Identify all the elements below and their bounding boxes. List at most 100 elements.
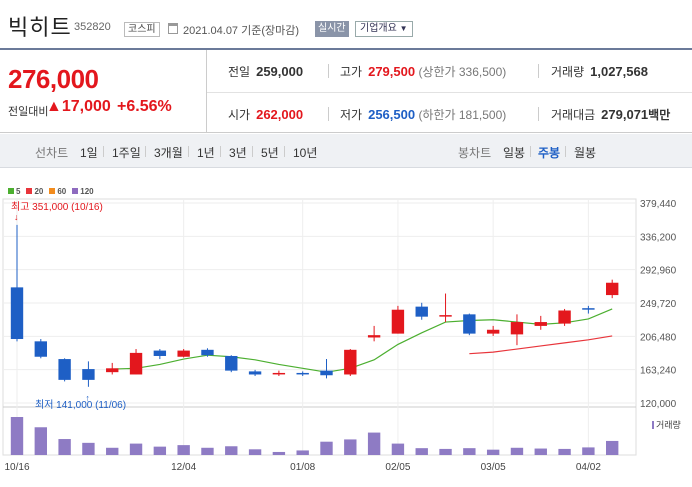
low-arrow-icon: ↑ xyxy=(85,393,90,403)
period-3m[interactable]: 3개월 xyxy=(154,146,183,160)
y-tick-label: 206,480 xyxy=(640,332,677,343)
volume-bar xyxy=(58,439,71,455)
candle-body xyxy=(320,370,333,376)
volume-bar xyxy=(463,448,476,455)
volume-bar xyxy=(177,445,190,455)
volume-bar xyxy=(320,441,333,455)
candle-body xyxy=(606,282,619,296)
line-chart-label: 선차트 xyxy=(35,146,69,160)
candle-body xyxy=(82,369,95,380)
low-annotation: 최저 141,000 (11/06) xyxy=(35,399,126,411)
candle-body xyxy=(225,355,238,371)
candle-body xyxy=(34,341,47,357)
candle-body xyxy=(344,349,357,375)
period-selector: 선차트 1일 1주일 3개월 1년 3년 5년 10년 봉차트 일봉 주봉 월봉 xyxy=(0,134,692,168)
volume: 거래량 1,027,568 xyxy=(551,64,648,79)
candle-body xyxy=(486,329,500,334)
x-tick-label: 02/05 xyxy=(385,462,410,473)
volume-bar xyxy=(606,440,619,455)
trade-amount: 거래대금 279,071백만 xyxy=(551,107,671,122)
volume-bar xyxy=(558,448,571,455)
volume-bar xyxy=(415,448,428,455)
candle-body xyxy=(129,352,143,375)
high-arrow-icon: ↓ xyxy=(14,212,19,222)
candle-body xyxy=(463,314,476,334)
candle-body xyxy=(296,372,309,375)
base-date: 2021.04.07 기준(장마감) xyxy=(183,25,300,37)
company-info-button[interactable]: 기업개요 ▼ xyxy=(355,21,413,37)
candle-body xyxy=(153,350,167,356)
volume-bar xyxy=(510,447,524,455)
period-1y[interactable]: 1년 xyxy=(197,146,215,160)
chevron-down-icon: ▼ xyxy=(399,24,408,33)
current-price: 276,000 xyxy=(8,64,99,94)
candle-daily[interactable]: 일봉 xyxy=(503,146,526,160)
change-label: 전일대비 xyxy=(8,106,49,118)
period-3y[interactable]: 3년 xyxy=(229,146,247,160)
candle-body xyxy=(106,368,119,373)
volume-bar xyxy=(344,439,357,455)
summary-row-divider xyxy=(207,92,692,93)
candle-body xyxy=(201,349,214,356)
high-annotation: 최고 351,000 (10/16) xyxy=(11,201,103,213)
legend-ma60: 60 xyxy=(49,187,66,196)
company-info-label: 기업개요 xyxy=(360,23,397,34)
high-price: 고가 279,500 (상한가 336,500) xyxy=(340,64,507,79)
candle-body xyxy=(10,287,24,340)
prev-close: 전일 259,000 xyxy=(228,64,304,79)
period-10y[interactable]: 10년 xyxy=(293,146,318,160)
volume-legend-swatch xyxy=(652,421,654,429)
x-tick-label: 10/16 xyxy=(4,462,29,473)
x-tick-label: 12/04 xyxy=(171,462,196,473)
realtime-button[interactable]: 실시간 xyxy=(315,21,349,37)
volume-bar xyxy=(391,443,405,455)
volume-bar xyxy=(248,449,262,455)
ma5-line xyxy=(112,308,613,373)
change-value: ▲17,000 xyxy=(46,98,111,115)
candle-body xyxy=(58,359,71,380)
calendar-icon xyxy=(168,23,178,34)
stock-name: 빅히트 xyxy=(8,15,72,40)
legend-ma5: 5 xyxy=(8,187,20,196)
x-tick-label: 01/08 xyxy=(290,462,315,473)
candle-body xyxy=(582,308,595,310)
stock-code: 352820 xyxy=(74,21,111,33)
stock-chart: 379,440 336,200 292,960 249,720 206,480 163,2… xyxy=(2,198,681,473)
candle-weekly[interactable]: 주봉 xyxy=(538,146,561,160)
chart-frame xyxy=(2,198,637,456)
y-tick-label: 249,720 xyxy=(640,299,677,310)
volume-bar xyxy=(10,417,24,455)
volume-bar xyxy=(153,446,167,455)
volume-bar xyxy=(534,448,547,455)
volume-bar xyxy=(201,447,214,455)
candle-body xyxy=(272,372,286,375)
y-tick-label: 379,440 xyxy=(640,199,677,210)
low-price: 저가 256,500 (하한가 181,500) xyxy=(340,107,507,122)
volume-bar xyxy=(582,447,595,455)
change-percent: +6.56% xyxy=(117,98,172,115)
volume-bar xyxy=(296,450,309,455)
candle-body xyxy=(439,315,452,317)
summary-divider xyxy=(206,50,207,133)
period-1d[interactable]: 1일 xyxy=(80,146,98,160)
y-tick-label: 120,000 xyxy=(640,399,677,410)
volume-bar xyxy=(129,443,143,455)
candle-body xyxy=(367,335,381,338)
volume-label: 거래량 xyxy=(656,419,681,430)
period-1w[interactable]: 1주일 xyxy=(112,146,141,160)
price-summary: 276,000 전일대비 ▲17,000 +6.56% xyxy=(0,50,692,133)
candle-body xyxy=(177,350,190,357)
candle-body xyxy=(558,310,571,324)
candle-body xyxy=(415,306,428,317)
period-5y[interactable]: 5년 xyxy=(261,146,279,160)
ma-legend: 5 20 60 120 xyxy=(8,187,100,196)
candle-body xyxy=(391,309,405,334)
volume-bar xyxy=(367,432,381,455)
open-price: 시가 262,000 xyxy=(228,107,304,122)
candle-monthly[interactable]: 월봉 xyxy=(574,146,597,160)
volume-bar xyxy=(225,446,238,455)
x-tick-label: 04/02 xyxy=(576,462,601,473)
y-tick-label: 163,240 xyxy=(640,366,677,377)
volume-bar xyxy=(272,451,286,455)
stock-header: 빅히트 352820 코스피 2021.04.07 기준(장마감) 실시간 기업… xyxy=(0,0,692,50)
